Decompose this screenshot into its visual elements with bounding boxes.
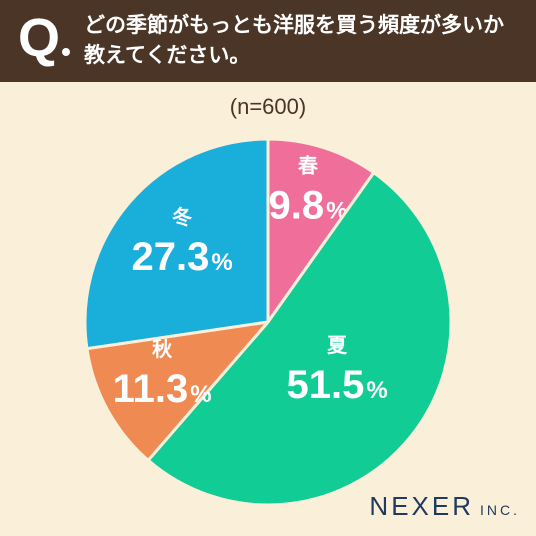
question-header: Q どの季節がもっとも洋服を買う頻度が多いか 教えてください。 [0,0,536,82]
slice-label-4: 冬 [172,205,192,229]
slice-value-2: 51.5% [287,363,388,407]
slice-value-1: 9.8% [268,183,347,227]
brand-suffix: INC. [480,502,520,518]
pie-slice-4 [83,137,270,351]
q-dot [62,48,70,56]
question-line-2: 教えてください。 [84,43,251,67]
pie-slice-1 [266,137,376,324]
q-mark: Q [18,8,61,68]
slice-label-3: 秋 [152,337,173,361]
question-line-1: どの季節がもっとも洋服を買う頻度が多いか [84,13,504,37]
slice-label-2: 夏 [327,333,348,357]
slice-value-3: 11.3% [113,367,212,411]
pie-slice-2 [146,171,453,507]
slice-label-1: 春 [297,153,319,177]
pie-slice-3 [85,320,270,462]
slice-value-4: 27.3% [132,235,233,279]
sample-size-label: (n=600) [229,94,307,119]
brand-name: NEXER [369,491,474,521]
question-text: どの季節がもっとも洋服を買う頻度が多いか 教えてください。 [84,10,524,70]
brand-logo: NEXER INC. [369,491,520,522]
